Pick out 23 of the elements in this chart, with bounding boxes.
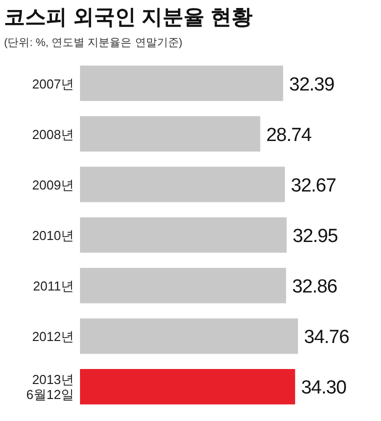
y-tick-label: 2009년 xyxy=(32,177,74,192)
bar xyxy=(80,166,285,202)
y-tick-label: 2010년 xyxy=(32,228,74,243)
bar xyxy=(80,268,286,304)
data-label: 32.95 xyxy=(292,226,338,247)
chart-subtitle: (단위: %, 연도별 지분율은 연말기준) xyxy=(4,37,182,49)
chart-title: 코스피 외국인 지분율 현황 xyxy=(4,6,253,29)
bar xyxy=(80,369,296,404)
data-label: 32.67 xyxy=(290,175,336,196)
data-label: 32.39 xyxy=(289,74,334,96)
y-tick-label: 2011년 xyxy=(33,278,74,294)
y-tick-label: 2012년 xyxy=(32,329,74,344)
bar xyxy=(80,217,287,253)
data-label: 34.30 xyxy=(301,378,346,399)
y-tick-label: 2007년 xyxy=(32,76,74,92)
data-label: 34.76 xyxy=(304,327,350,348)
y-tick-label: 2013년 6월12일 xyxy=(26,372,74,402)
bar xyxy=(80,66,284,101)
bar xyxy=(80,116,260,152)
bar xyxy=(80,318,298,354)
y-tick-label: 2008년 xyxy=(32,126,74,142)
data-label: 28.74 xyxy=(266,124,312,146)
data-label: 32.86 xyxy=(292,276,338,298)
